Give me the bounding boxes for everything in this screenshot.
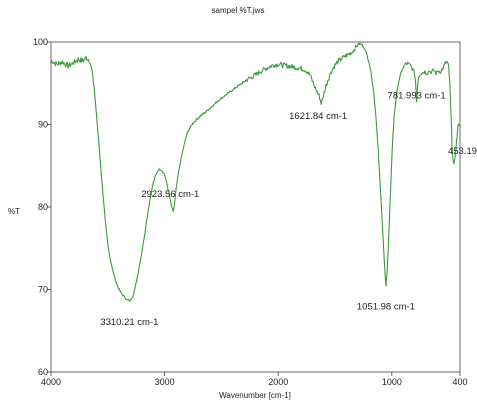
peak-label: 1051.98 cm-1	[357, 301, 415, 312]
peak-label: 3310.21 cm-1	[100, 317, 158, 328]
y-tick-label: 60	[38, 367, 48, 377]
peak-label: 1621.84 cm-1	[289, 111, 347, 122]
y-tick-label: 80	[38, 202, 48, 212]
spectrum-series-line	[50, 42, 461, 302]
chart-title: sampel %T.jws	[212, 6, 265, 15]
y-axis: 60 70 80 90 100	[33, 37, 51, 377]
x-tick-label: 3000	[155, 377, 175, 387]
peak-label: 2923.56 cm-1	[141, 189, 199, 200]
peak-annotations: 3310.21 cm-1 2923.56 cm-1 1621.84 cm-1 1051…	[100, 90, 477, 328]
y-axis-label: %T	[8, 207, 20, 216]
x-tick-label: 4000	[41, 377, 61, 387]
x-tick-label: 2000	[268, 377, 288, 387]
y-tick-label: 90	[38, 120, 48, 130]
x-axis: 4000 3000 2000 1000 400	[41, 372, 468, 387]
y-tick-label: 100	[33, 37, 48, 47]
peak-label: 781.993 cm-1	[388, 90, 446, 101]
x-axis-label: Wavenumber [cm-1]	[219, 391, 291, 400]
x-tick-label: 1000	[382, 377, 402, 387]
y-tick-label: 70	[38, 285, 48, 295]
x-tick-label: 400	[452, 377, 467, 387]
peak-label: 453.19 cm-1	[448, 146, 477, 157]
